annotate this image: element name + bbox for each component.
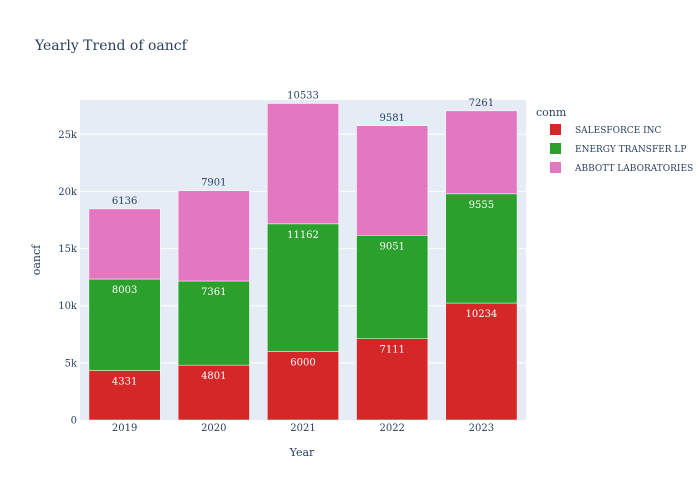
bar-segment [267,103,339,225]
x-tick-label: 2020 [201,423,226,434]
y-tick-label: 10k [58,301,78,312]
bar-value-label: 11162 [287,230,319,241]
y-tick-label: 25k [58,130,78,141]
bar-segment [445,193,518,304]
x-axis-ticks: 2019 2020 2021 2022 2023 [112,423,494,434]
bar-value-label: 4331 [112,377,137,388]
bar-value-label: 7111 [379,345,404,356]
legend-title: conm [536,106,567,119]
bar-segment [177,190,250,282]
y-tick-label: 5k [65,358,78,369]
bar-segment [177,364,250,421]
bars: 4331 8003 6136 4801 7361 7901 6000 11162 10533 71… [88,90,518,421]
y-tick-label: 15k [58,244,78,255]
legend-entry: SALESFORCE INC [575,126,662,136]
bar-value-label: 7261 [469,98,494,109]
x-tick-label: 2022 [379,423,404,434]
bar-segment [356,235,429,339]
bar-value-label: 6136 [112,196,137,207]
bar-segment [88,370,161,421]
legend-entry: ABBOTT LABORATORIES [574,164,693,174]
bar-value-label: 10533 [287,90,319,101]
bar-segment [267,223,339,352]
chart-title: Yearly Trend of oancf [34,38,189,54]
x-tick-label: 2019 [112,423,137,434]
bar-value-label: 8003 [112,285,137,296]
bar-value-label: 9581 [379,113,404,124]
bar-segment [88,278,161,371]
y-tick-label: 20k [58,187,78,198]
bar-value-label: 6000 [290,357,315,368]
bar-value-label: 7361 [201,287,226,298]
legend-entry: ENERGY TRANSFER LP [575,145,686,155]
legend: conm SALESFORCE INC ENERGY TRANSFER LP ABB… [536,106,693,174]
bar-segment [356,338,429,421]
x-tick-label: 2021 [290,423,315,434]
bar-segment [445,110,518,195]
bar-segment [445,302,518,421]
x-axis-title: Year [289,446,315,459]
legend-swatch [550,124,561,135]
bar-segment [356,125,429,236]
bar-segment [88,208,161,280]
x-tick-label: 2023 [469,423,494,434]
bar-value-label: 4801 [201,371,226,382]
legend-swatch [550,162,561,173]
bar-value-label: 7901 [201,178,226,189]
y-axis-ticks: 0 5k 10k 15k 20k 25k [58,130,78,427]
legend-swatch [550,143,561,154]
bar-segment [267,351,339,421]
bar-value-label: 9051 [379,241,404,252]
y-tick-label: 0 [71,416,77,427]
y-axis-title: oancf [30,244,43,275]
bar-value-label: 10234 [465,309,497,320]
bar-value-label: 9555 [469,200,494,211]
